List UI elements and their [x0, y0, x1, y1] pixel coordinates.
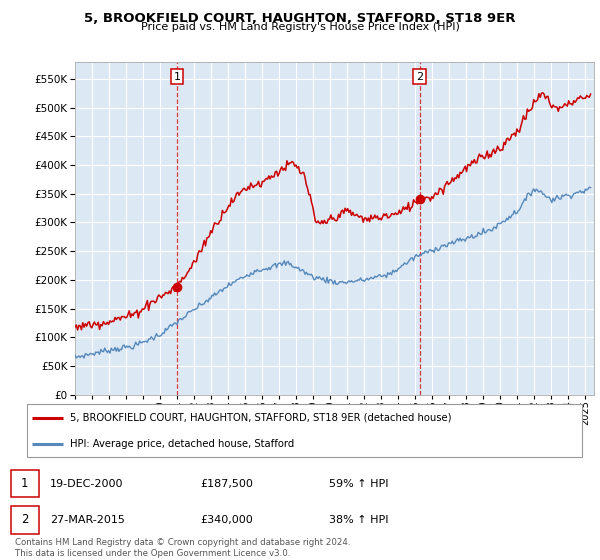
- FancyBboxPatch shape: [27, 404, 582, 457]
- Text: £340,000: £340,000: [200, 515, 253, 525]
- Text: Contains HM Land Registry data © Crown copyright and database right 2024.
This d: Contains HM Land Registry data © Crown c…: [15, 538, 350, 558]
- Text: Price paid vs. HM Land Registry's House Price Index (HPI): Price paid vs. HM Land Registry's House …: [140, 22, 460, 32]
- Text: 2: 2: [416, 72, 423, 82]
- FancyBboxPatch shape: [11, 506, 39, 534]
- Text: 38% ↑ HPI: 38% ↑ HPI: [329, 515, 389, 525]
- Text: 2: 2: [21, 514, 29, 526]
- Text: 5, BROOKFIELD COURT, HAUGHTON, STAFFORD, ST18 9ER: 5, BROOKFIELD COURT, HAUGHTON, STAFFORD,…: [84, 12, 516, 25]
- FancyBboxPatch shape: [11, 470, 39, 497]
- Text: 1: 1: [173, 72, 181, 82]
- Text: 1: 1: [21, 477, 29, 490]
- Text: 59% ↑ HPI: 59% ↑ HPI: [329, 479, 389, 489]
- Text: 19-DEC-2000: 19-DEC-2000: [50, 479, 124, 489]
- Text: 27-MAR-2015: 27-MAR-2015: [50, 515, 125, 525]
- Text: £187,500: £187,500: [200, 479, 253, 489]
- Text: 5, BROOKFIELD COURT, HAUGHTON, STAFFORD, ST18 9ER (detached house): 5, BROOKFIELD COURT, HAUGHTON, STAFFORD,…: [70, 413, 452, 422]
- Text: HPI: Average price, detached house, Stafford: HPI: Average price, detached house, Staf…: [70, 439, 294, 449]
